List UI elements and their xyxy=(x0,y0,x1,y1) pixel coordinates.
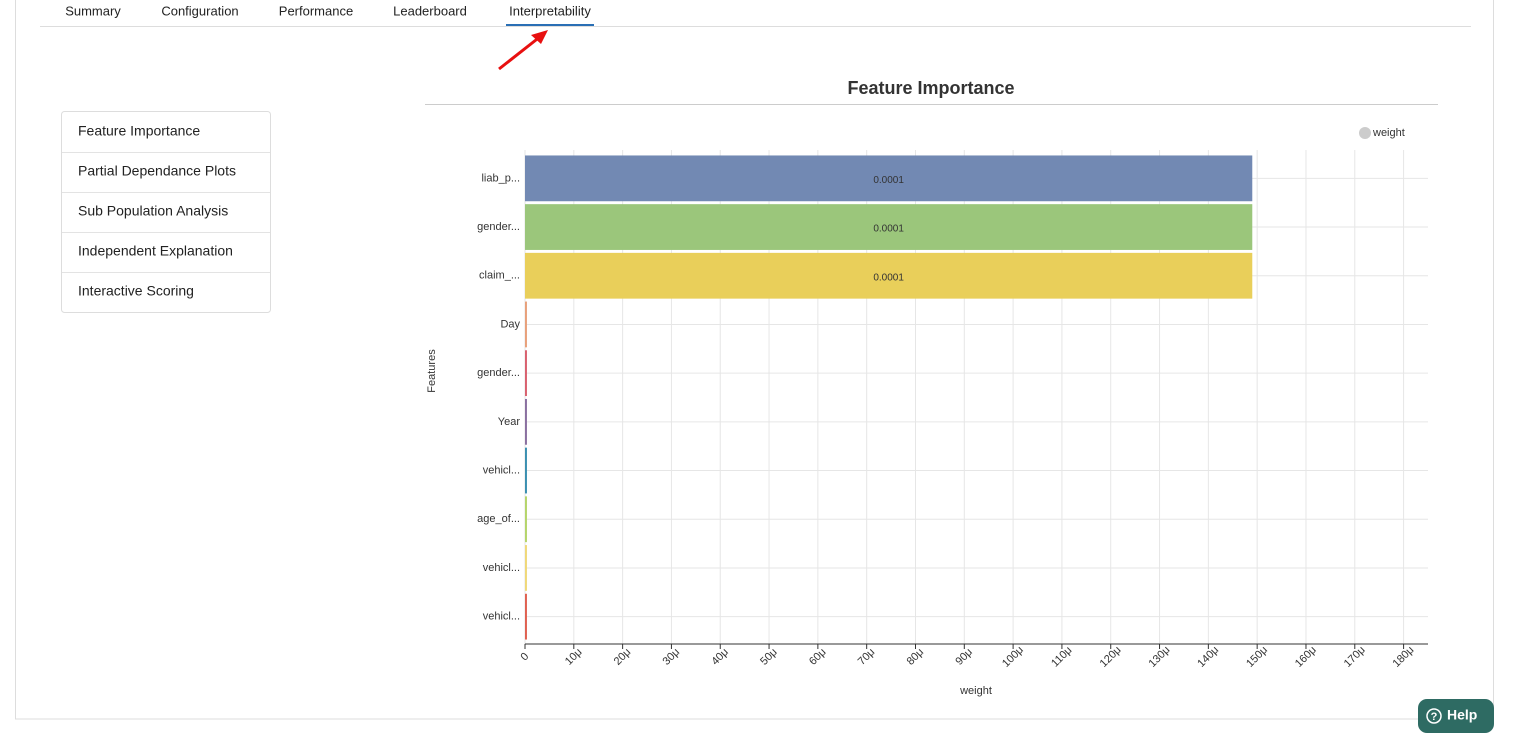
bar xyxy=(525,496,527,543)
bar xyxy=(525,350,527,397)
x-tick-label: 50μ xyxy=(758,646,780,668)
x-tick-label: 100μ xyxy=(1000,644,1026,670)
help-button[interactable] xyxy=(1418,699,1494,733)
y-tick-label: Year xyxy=(498,416,521,428)
bar xyxy=(525,447,527,494)
x-tick-label: 140μ xyxy=(1195,644,1221,670)
menu-item[interactable]: Interactive Scoring xyxy=(78,283,194,299)
x-tick-label: 10μ xyxy=(563,646,585,668)
x-tick-label: 40μ xyxy=(709,646,731,668)
bar xyxy=(525,398,527,445)
value-label: 0.0001 xyxy=(873,175,904,186)
tab[interactable]: Interpretability xyxy=(509,3,591,18)
help-label[interactable]: Help xyxy=(1447,707,1477,723)
x-tick-label: 130μ xyxy=(1146,644,1172,670)
y-tick-label: vehicl... xyxy=(483,611,520,623)
x-tick-label: 90μ xyxy=(953,646,975,668)
bar xyxy=(525,252,1253,299)
y-tick-label: age_of... xyxy=(477,513,520,525)
x-axis-label: weight xyxy=(959,685,992,697)
value-label: 0.0001 xyxy=(873,272,904,283)
legend-swatch xyxy=(1359,127,1371,139)
y-tick-label: vehicl... xyxy=(483,562,520,574)
x-tick-label: 60μ xyxy=(807,646,829,668)
x-tick-label: 150μ xyxy=(1244,644,1270,670)
value-label: 0.0001 xyxy=(873,224,904,235)
chart-title: Feature Importance xyxy=(847,78,1014,98)
bar xyxy=(525,593,527,640)
bar xyxy=(525,204,1253,250)
y-tick-label: claim_... xyxy=(479,270,520,282)
y-tick-label: vehicl... xyxy=(483,464,520,476)
annotation-arrow-head xyxy=(531,30,548,44)
tab[interactable]: Summary xyxy=(65,3,121,18)
bar xyxy=(525,301,527,348)
y-tick-label: liab_p... xyxy=(481,172,520,184)
tab[interactable]: Performance xyxy=(279,3,353,18)
x-tick-label: 170μ xyxy=(1342,644,1368,670)
x-tick-label: 0 xyxy=(519,651,532,664)
x-tick-label: 70μ xyxy=(856,646,878,668)
menu-item[interactable]: Sub Population Analysis xyxy=(78,203,228,219)
legend-label[interactable]: weight xyxy=(1372,127,1405,139)
help-icon-glyph: ? xyxy=(1431,711,1438,723)
tab[interactable]: Leaderboard xyxy=(393,3,467,18)
menu-item[interactable]: Feature Importance xyxy=(78,123,200,139)
x-tick-label: 120μ xyxy=(1098,644,1124,670)
x-tick-label: 20μ xyxy=(612,646,634,668)
y-tick-label: gender... xyxy=(477,221,520,233)
side-menu xyxy=(61,111,271,313)
x-tick-label: 180μ xyxy=(1391,644,1417,670)
x-tick-label: 30μ xyxy=(661,646,683,668)
menu-item[interactable]: Partial Dependance Plots xyxy=(78,163,236,179)
x-tick-label: 160μ xyxy=(1293,644,1319,670)
help-icon xyxy=(1426,708,1442,724)
y-tick-label: gender... xyxy=(477,367,520,379)
y-tick-label: Day xyxy=(500,318,520,330)
y-axis-label: Features xyxy=(426,349,438,393)
annotation-arrow xyxy=(498,34,542,71)
panel-frame xyxy=(15,0,1494,720)
x-tick-label: 80μ xyxy=(905,646,927,668)
bar xyxy=(525,545,527,591)
bar xyxy=(525,155,1253,202)
menu-item[interactable]: Independent Explanation xyxy=(78,243,233,259)
x-tick-label: 110μ xyxy=(1049,644,1074,669)
tab[interactable]: Configuration xyxy=(161,3,238,18)
